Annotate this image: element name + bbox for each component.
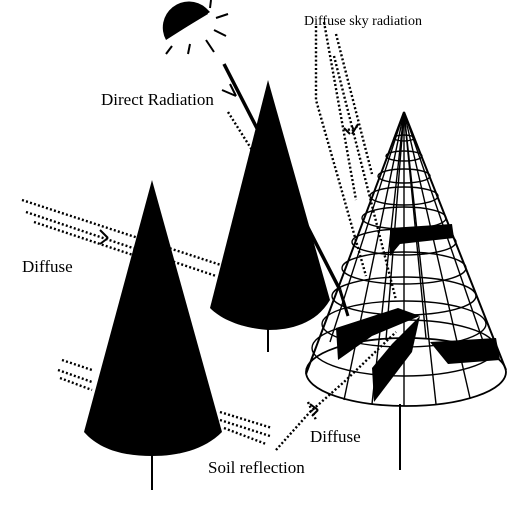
solid-tree-left <box>84 180 222 490</box>
wireframe-tree <box>305 111 507 470</box>
soil-ray-3 <box>223 426 267 446</box>
leaf-panels <box>336 224 500 402</box>
diffuse-sky-ray-4 <box>332 55 398 301</box>
label-diffuse-sky: Diffuse sky radiation <box>304 14 422 29</box>
diffuse-sky-ray-3 <box>334 33 374 175</box>
ray-arrowheads <box>99 123 359 417</box>
diffuse-lower-ray-1 <box>61 358 93 372</box>
diffuse-rays <box>21 21 398 451</box>
sun-icon <box>162 0 229 55</box>
soil-ray-2 <box>219 418 271 438</box>
diffuse-lower-ray-2 <box>57 368 93 384</box>
soil-reflection-ray <box>275 331 397 451</box>
diffuse-sky-ray-2 <box>322 21 358 201</box>
diffuse-left-ray-1 <box>21 198 231 270</box>
diffuse-lower-ray-3 <box>59 376 93 392</box>
label-soil-reflection: Soil reflection <box>208 458 305 477</box>
diffuse-left-ray-3 <box>33 220 143 260</box>
diffuse-short-ray <box>226 111 254 151</box>
solid-tree-middle <box>210 80 330 352</box>
diffuse-bottom-ray <box>306 401 318 421</box>
label-diffuse-left: Diffuse <box>22 257 73 276</box>
label-diffuse-bottom: Diffuse <box>310 427 361 446</box>
soil-ray-1 <box>219 410 273 430</box>
label-direct-radiation: Direct Radiation <box>101 90 214 109</box>
